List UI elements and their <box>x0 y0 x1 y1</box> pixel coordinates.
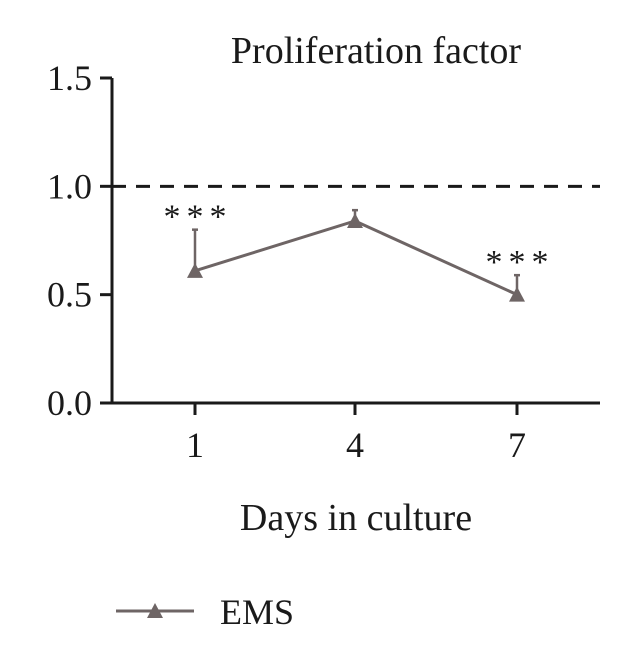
y-tick-label: 0.5 <box>47 275 92 315</box>
series-ems: *** *** <box>164 199 555 302</box>
x-tick-label: 1 <box>186 425 204 465</box>
x-axis-ticks: 1 4 7 <box>186 403 526 465</box>
x-axis-title: Days in culture <box>240 497 472 539</box>
significance-label: *** <box>486 244 555 281</box>
y-tick-label: 1.5 <box>47 58 92 98</box>
legend-triangle-marker <box>147 603 163 618</box>
data-point-marker <box>187 262 203 278</box>
legend-label-ems: EMS <box>220 592 294 632</box>
x-tick-label: 4 <box>346 425 364 465</box>
data-point-marker <box>347 213 363 228</box>
y-axis-ticks: 0.0 0.5 1.0 1.5 <box>47 58 112 423</box>
data-point-marker <box>509 286 525 302</box>
series-line <box>194 219 518 297</box>
y-tick-label: 1.0 <box>47 166 92 206</box>
x-tick-label: 7 <box>508 425 526 465</box>
significance-label: *** <box>164 199 233 236</box>
legend: EMS <box>116 592 294 632</box>
y-tick-label: 0.0 <box>47 383 92 423</box>
chart-title: Proliferation factor <box>231 30 522 72</box>
